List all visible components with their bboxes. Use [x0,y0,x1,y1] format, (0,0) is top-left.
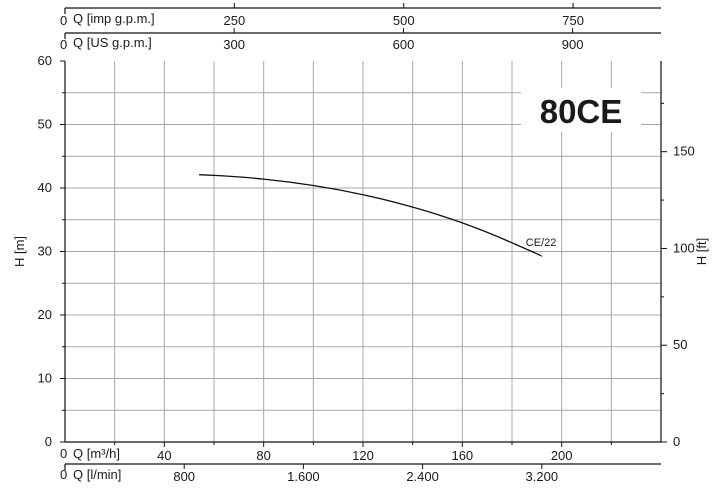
secondary-axis-tick-label: 500 [393,13,415,28]
x-tick-label: 200 [551,448,573,463]
secondary-axis-title: Q [l/min] [73,467,121,482]
secondary-axis-tick-label: 3.200 [526,469,559,484]
secondary-axis-tick-label: 1.600 [287,469,320,484]
x-tick-label: 40 [157,448,171,463]
secondary-axis-zero-label: 0 [60,13,67,28]
model-label-box [521,88,641,132]
y-tick-label: 40 [38,180,52,195]
y-tick-label: 0 [45,434,52,449]
series-layer [199,174,543,257]
y2-tick-label: 100 [673,240,695,255]
series-curve-ce22 [199,174,543,257]
y-tick-label: 30 [38,244,52,259]
y2-tick-label: 150 [673,144,695,159]
frame-layer [60,3,667,470]
y2-axis-title: H [ft] [694,238,709,265]
x-tick-label: 80 [256,448,270,463]
secondary-axis-tick-label: 300 [223,37,245,52]
secondary-axis-tick-label: 250 [224,13,246,28]
y-tick-label: 60 [38,53,52,68]
y-tick-label: 50 [38,117,52,132]
series-label-ce22: CE/22 [526,237,557,249]
y2-tick-label: 0 [673,434,680,449]
secondary-axis-tick-label: 600 [393,37,415,52]
y-tick-label: 20 [38,307,52,322]
model-label: 80CE [540,93,623,130]
secondary-axis-title: Q [US g.p.m.] [73,35,152,50]
y-tick-label: 10 [38,371,52,386]
secondary-axis-tick-label: 800 [173,469,195,484]
x-axis-title: Q [m³/h] [73,446,120,461]
x-tick-label: 160 [451,448,473,463]
secondary-axis-zero-label: 0 [60,467,67,482]
secondary-axis-tick-label: 900 [562,37,584,52]
x-tick-label: 120 [352,448,374,463]
secondary-axis-zero-label: 0 [60,37,67,52]
y2-tick-label: 50 [673,337,687,352]
secondary-axis-tick-label: 750 [562,13,584,28]
y-axis-title: H [m] [12,236,27,267]
x-tick-label-zero: 0 [60,446,67,461]
secondary-axis-title: Q [imp g.p.m.] [73,11,155,26]
secondary-axis-tick-label: 2.400 [406,469,439,484]
